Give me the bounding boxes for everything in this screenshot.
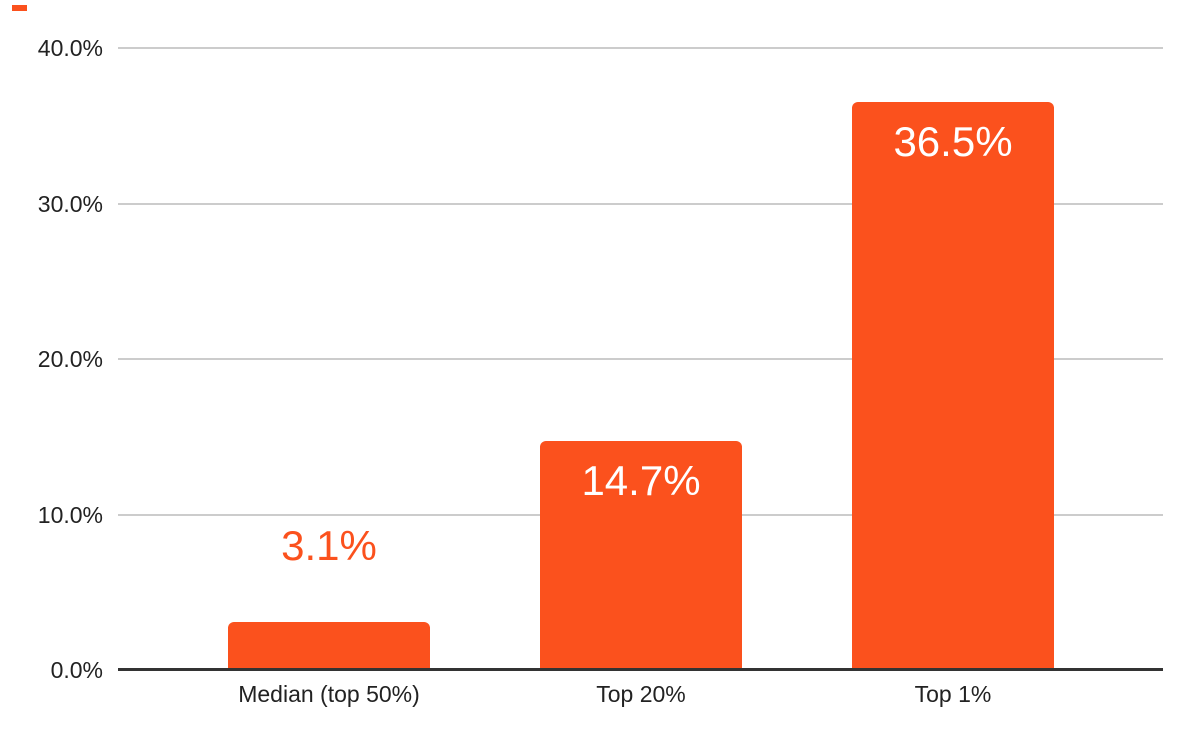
y-axis-tick-label: 0.0%	[50, 657, 103, 683]
x-axis-line	[118, 668, 1163, 671]
bar-top-20	[540, 441, 742, 670]
gridline	[118, 358, 1163, 360]
bar-value-label: 3.1%	[281, 522, 377, 569]
x-axis-category-label: Top 1%	[914, 681, 992, 707]
bar-value-label: 14.7%	[581, 457, 701, 504]
gridline	[118, 203, 1163, 205]
bar-value-label: 36.5%	[893, 118, 1013, 165]
y-axis-tick-label: 30.0%	[37, 191, 103, 217]
gridline	[118, 47, 1163, 49]
bar-median-top-50	[228, 622, 430, 670]
x-axis-category-label: Top 20%	[596, 681, 686, 707]
y-axis-tick-label: 20.0%	[37, 346, 103, 372]
legend-color-swatch	[12, 5, 27, 11]
y-axis-tick-label: 10.0%	[37, 502, 103, 528]
x-axis-category-label: Median (top 50%)	[238, 681, 420, 707]
y-axis-tick-label: 40.0%	[37, 35, 103, 61]
bar-top-1	[852, 102, 1054, 670]
